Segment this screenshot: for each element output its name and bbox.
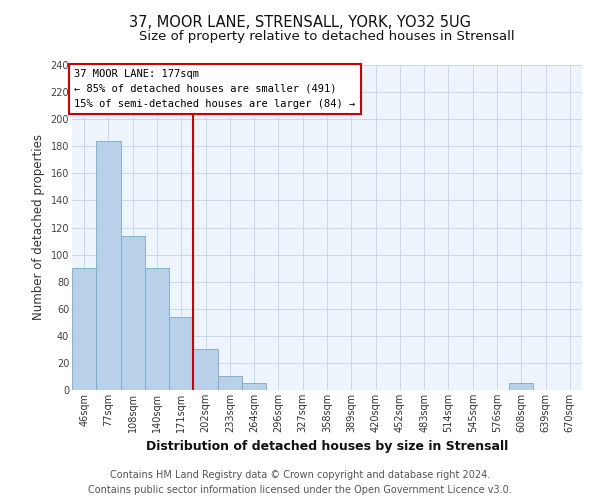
- Bar: [145, 268, 169, 390]
- Bar: [72, 268, 96, 390]
- Bar: [169, 317, 193, 390]
- Bar: [96, 141, 121, 390]
- Title: Size of property relative to detached houses in Strensall: Size of property relative to detached ho…: [139, 30, 515, 43]
- Bar: [509, 383, 533, 390]
- Text: Contains HM Land Registry data © Crown copyright and database right 2024.
Contai: Contains HM Land Registry data © Crown c…: [88, 470, 512, 495]
- Bar: [193, 350, 218, 390]
- Bar: [121, 236, 145, 390]
- Bar: [242, 383, 266, 390]
- Text: 37 MOOR LANE: 177sqm
← 85% of detached houses are smaller (491)
15% of semi-deta: 37 MOOR LANE: 177sqm ← 85% of detached h…: [74, 69, 356, 108]
- Text: 37, MOOR LANE, STRENSALL, YORK, YO32 5UG: 37, MOOR LANE, STRENSALL, YORK, YO32 5UG: [129, 15, 471, 30]
- Bar: [218, 376, 242, 390]
- X-axis label: Distribution of detached houses by size in Strensall: Distribution of detached houses by size …: [146, 440, 508, 454]
- Y-axis label: Number of detached properties: Number of detached properties: [32, 134, 45, 320]
